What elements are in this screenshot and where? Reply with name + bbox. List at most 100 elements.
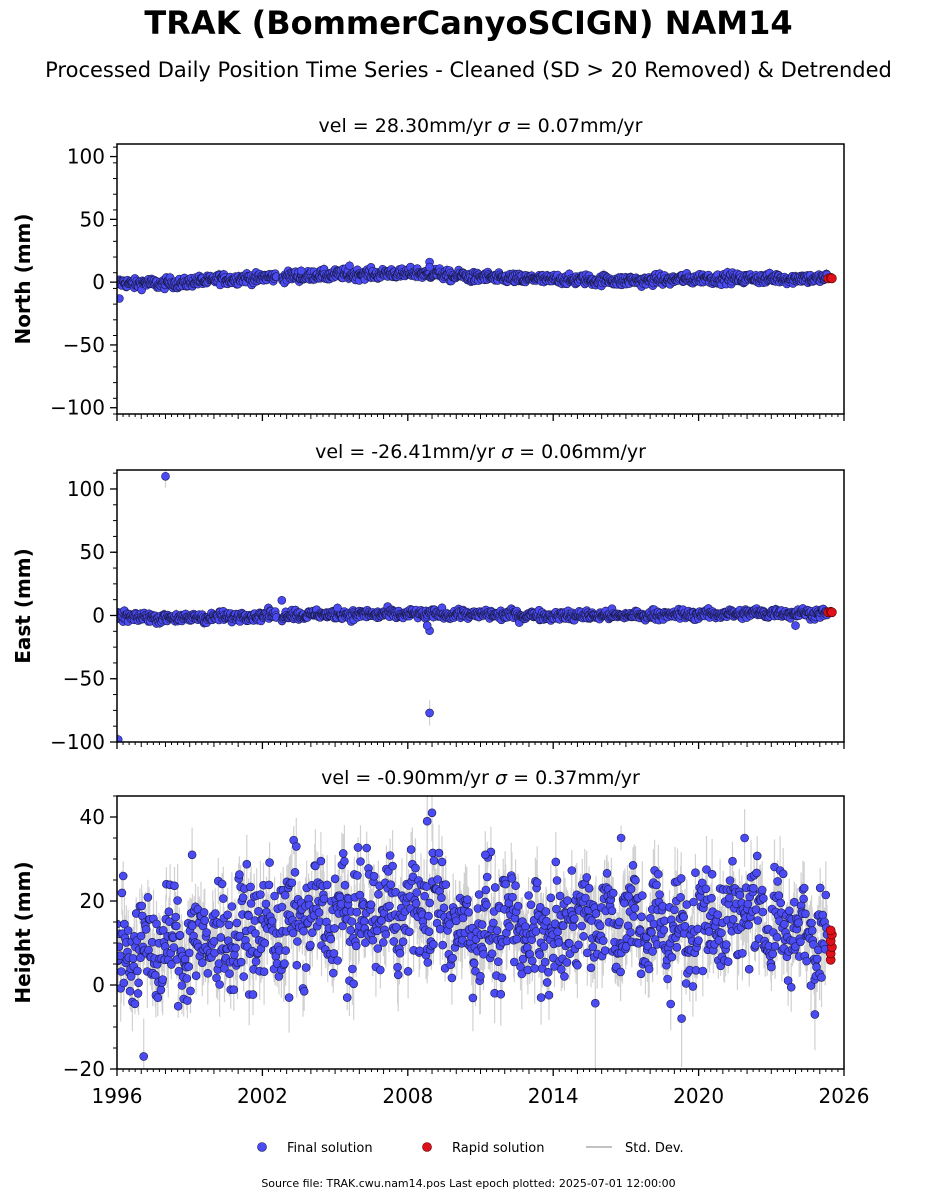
data-point (388, 861, 397, 871)
data-point (224, 920, 234, 930)
data-point (556, 965, 566, 974)
data-point (725, 893, 734, 903)
data-point (217, 879, 227, 889)
data-point (156, 985, 166, 995)
data-point (182, 974, 192, 983)
data-point (751, 940, 760, 950)
data-point (672, 942, 682, 952)
data-point (490, 883, 500, 892)
data-point (659, 925, 669, 935)
data-point (487, 949, 497, 959)
chart-subtitle: Processed Daily Position Time Series - C… (45, 58, 892, 82)
y-tick-label: −20 (63, 1057, 105, 1081)
y-tick-label: 50 (80, 540, 105, 564)
data-point (293, 937, 302, 946)
data-point (539, 942, 549, 951)
data-point (216, 933, 226, 942)
data-point (256, 890, 265, 899)
data-point (251, 957, 261, 966)
data-point (393, 970, 403, 980)
data-point (541, 907, 551, 916)
data-point (199, 908, 209, 917)
data-point (411, 899, 421, 908)
data-point (136, 931, 146, 941)
data-point (562, 958, 572, 967)
legend-rapid-marker (422, 1142, 432, 1152)
plot-frame (116, 469, 845, 743)
data-point (560, 972, 569, 981)
data-point (513, 901, 523, 911)
data-point (815, 883, 825, 893)
data-point (794, 918, 803, 928)
data-point (496, 989, 506, 999)
rapid-point (827, 273, 837, 284)
data-point (270, 891, 279, 901)
data-point (319, 894, 329, 904)
data-point (564, 939, 574, 948)
data-point (524, 891, 533, 900)
data-point (738, 948, 747, 958)
data-point (512, 934, 522, 944)
data-point (552, 904, 561, 914)
data-point (535, 950, 545, 960)
data-point (563, 896, 572, 905)
data-point (125, 986, 135, 996)
data-point (346, 925, 355, 935)
data-point (314, 908, 324, 917)
data-point (723, 957, 733, 967)
data-point (526, 900, 536, 910)
data-point (424, 927, 434, 937)
data-point (348, 964, 357, 974)
data-point (776, 898, 786, 908)
legend-final-label: Final solution (287, 1141, 373, 1156)
data-point (277, 595, 287, 605)
data-point (117, 967, 126, 976)
data-point (322, 880, 332, 890)
data-point (134, 978, 143, 988)
std-dev-bars (117, 470, 828, 742)
data-point (345, 261, 354, 271)
data-point (119, 978, 129, 988)
x-tick-label: 2026 (819, 1084, 870, 1108)
data-point (238, 893, 248, 902)
data-point (807, 926, 817, 935)
data-point (607, 906, 617, 916)
data-point (753, 916, 763, 925)
data-point (648, 947, 657, 956)
data-point (351, 941, 361, 951)
rapid-solution-points (823, 272, 837, 284)
data-point (137, 901, 146, 911)
y-tick-label: −50 (63, 333, 105, 357)
data-point (631, 875, 640, 885)
data-point (530, 964, 540, 973)
data-point (359, 916, 369, 926)
data-point (175, 930, 185, 940)
x-tick-label: 2014 (528, 1084, 579, 1108)
data-point (420, 891, 430, 901)
data-point (171, 912, 180, 922)
data-point (768, 949, 778, 959)
data-point (433, 875, 443, 884)
rapid-point (827, 607, 837, 618)
data-point (608, 888, 618, 898)
data-point (347, 917, 357, 926)
data-point (516, 962, 525, 972)
data-point (301, 963, 311, 972)
y-tick-label: 40 (80, 805, 105, 829)
data-point (223, 910, 232, 920)
data-point (773, 877, 782, 886)
data-point (463, 895, 472, 904)
data-point (568, 922, 578, 931)
data-point (265, 858, 274, 867)
data-point (352, 907, 362, 917)
data-point (602, 868, 612, 878)
data-point (281, 946, 291, 955)
data-point (246, 899, 256, 908)
data-point (330, 924, 339, 933)
data-point (328, 968, 338, 978)
data-point (291, 842, 301, 851)
data-point (801, 909, 810, 919)
data-point (821, 890, 831, 900)
data-point (590, 998, 600, 1008)
data-point (542, 916, 551, 926)
